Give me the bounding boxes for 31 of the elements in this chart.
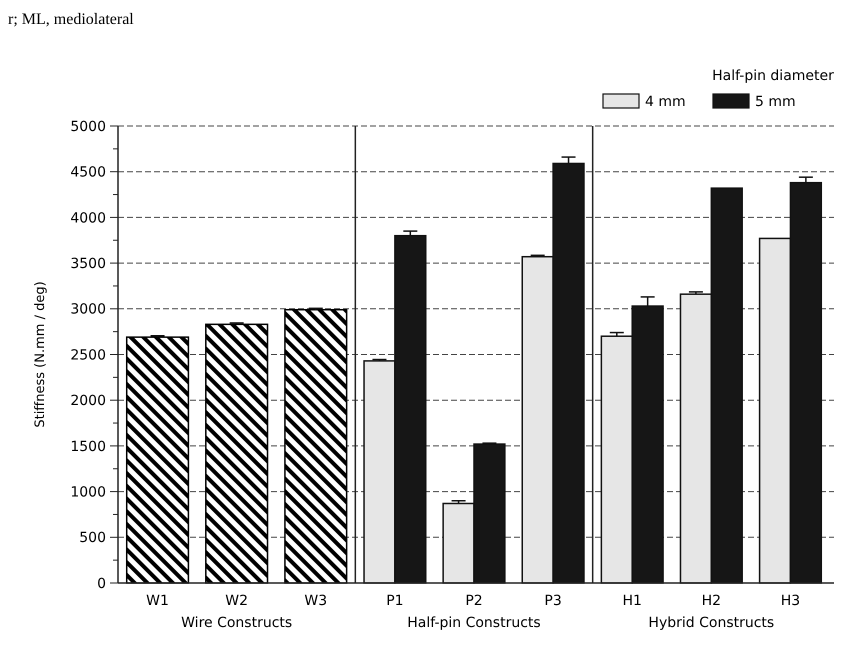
text: r; ML, mediolateral — [8, 11, 134, 28]
y-tick-label: 0 — [97, 576, 106, 592]
y-tick-label: 5000 — [70, 118, 106, 135]
x-tick-label: P1 — [386, 593, 404, 609]
y-tick-label: 4500 — [70, 164, 106, 181]
x-tick-label: W1 — [146, 593, 169, 609]
y-tick-label: 3500 — [70, 256, 106, 272]
x-tick-label: P2 — [465, 593, 483, 609]
y-tick-label: 2500 — [70, 347, 106, 364]
y-tick-label: 3000 — [70, 302, 106, 318]
x-tick-label: H1 — [622, 593, 642, 609]
text: Half-pin Constructs — [407, 615, 541, 631]
text: Hybrid Constructs — [648, 615, 774, 631]
y-tick-label: 1000 — [70, 484, 106, 500]
x-tick-label: W3 — [304, 593, 328, 609]
y-tick-label: 2000 — [70, 393, 106, 410]
legend-label: 4 mm — [645, 94, 686, 110]
legend-label: 5 mm — [755, 94, 796, 110]
bar — [126, 336, 190, 584]
x-tick-label: H2 — [702, 593, 722, 609]
x-tick-label: P3 — [544, 593, 562, 609]
x-tick-label: W2 — [225, 593, 248, 609]
x-tick-label: H3 — [780, 593, 800, 609]
bar — [284, 308, 348, 584]
y-axis-title: Stiffness (N.mm / deg) — [33, 281, 48, 428]
text: Wire Constructs — [181, 615, 292, 631]
y-tick-label: 1500 — [70, 438, 106, 455]
bar — [205, 324, 268, 584]
y-tick-label: 500 — [79, 530, 106, 546]
y-tick-label: 4000 — [70, 210, 106, 226]
legend-title: Half-pin diameter — [712, 68, 834, 84]
